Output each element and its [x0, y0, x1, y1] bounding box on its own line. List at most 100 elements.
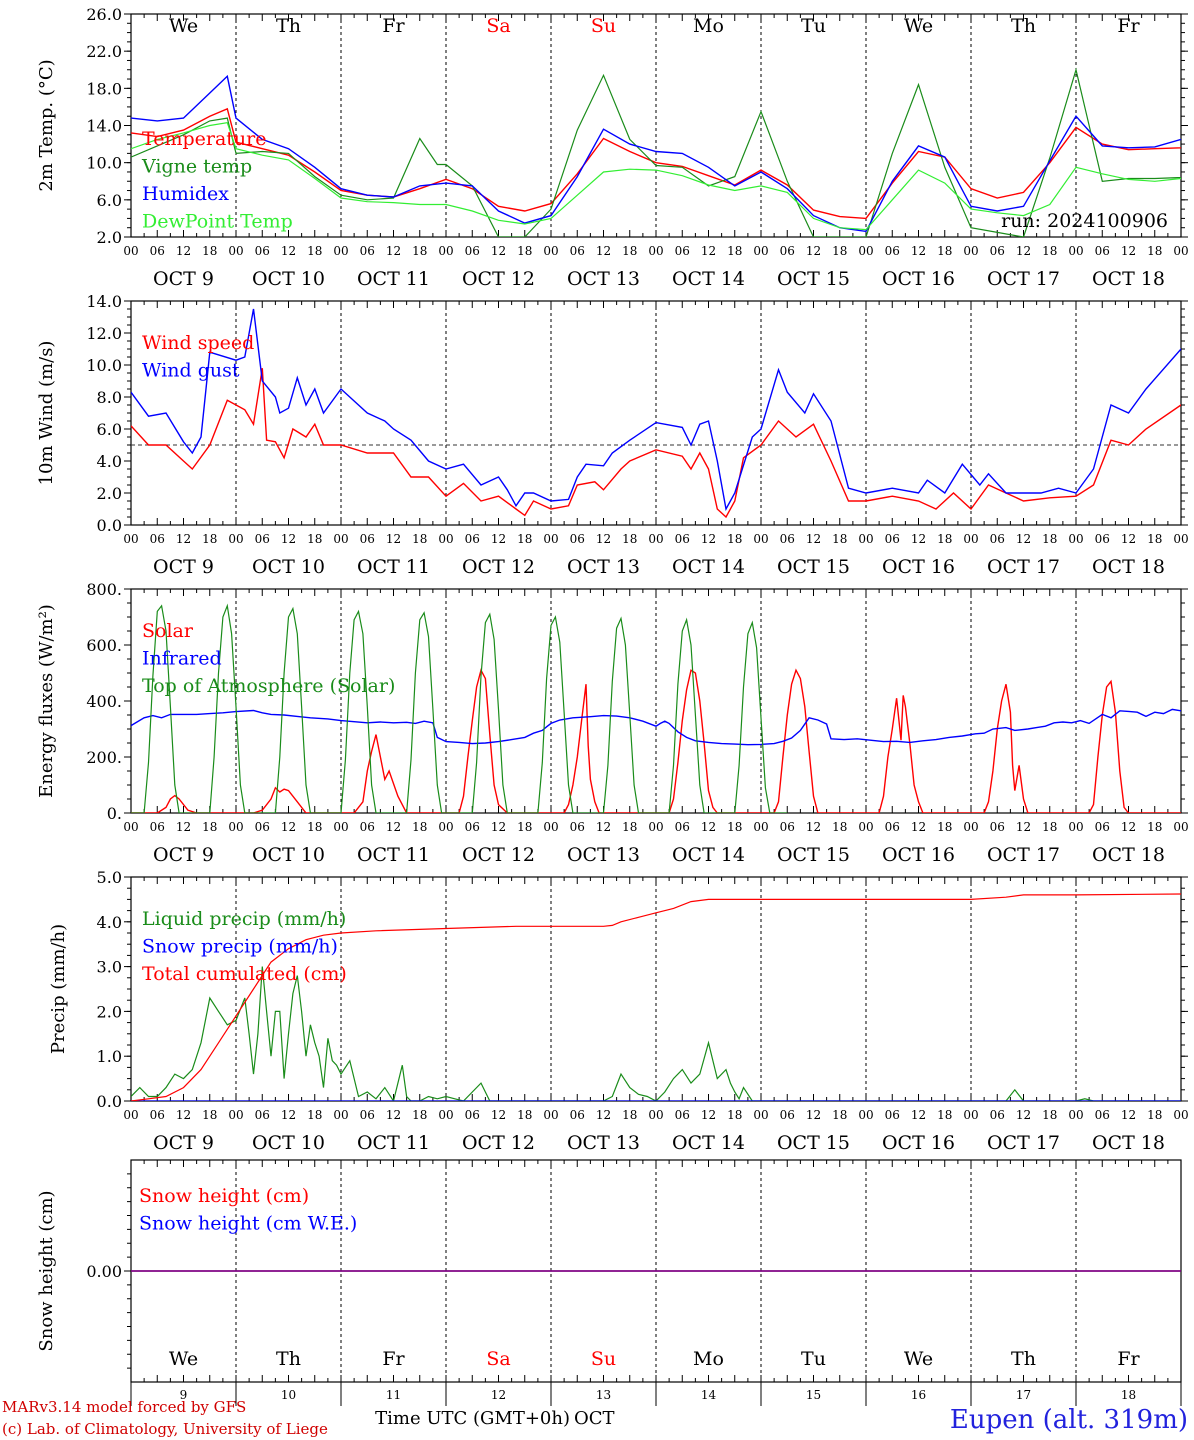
date-label: OCT 18 — [1092, 556, 1165, 578]
hour-tick-label: 00 — [963, 244, 978, 258]
hour-tick-label: 00 — [963, 532, 978, 546]
model-credit: MARv3.14 model forced by GFS — [2, 1398, 246, 1416]
hour-tick-label: 06 — [255, 820, 270, 834]
hour-tick-label: 00 — [333, 532, 348, 546]
hour-tick-label: 12 — [701, 820, 716, 834]
hour-tick-label: 06 — [570, 1108, 585, 1122]
precipitation-panel: 0.0 1.0 2.0 3.0 4.0 5.0 Precip (mm/h) Liquid pr… — [48, 868, 1189, 1154]
y-tick-label: 8.0 — [97, 388, 122, 407]
hour-tick-label: 06 — [465, 244, 480, 258]
hour-tick-label: 00 — [1068, 244, 1083, 258]
day-name-label: Fr — [1117, 15, 1140, 37]
y-tick-label: 4.0 — [97, 452, 122, 471]
wind-panel: 0.0 2.0 4.0 6.0 8.0 10.0 12.0 14.0 10m Wind (m/s… — [36, 292, 1189, 578]
hour-tick-label: 06 — [675, 532, 690, 546]
hour-tick-label: 12 — [386, 1108, 401, 1122]
hour-tick-label: 06 — [465, 820, 480, 834]
legend-entry: Infrared — [142, 648, 222, 670]
hour-tick-label: 00 — [858, 820, 873, 834]
hour-tick-label: 12 — [701, 532, 716, 546]
day-name-label: Th — [1011, 1348, 1036, 1370]
date-label: OCT 14 — [672, 1132, 745, 1154]
date-label: OCT 16 — [882, 844, 955, 866]
hour-tick-label: 12 — [806, 244, 821, 258]
hour-tick-label: 18 — [832, 532, 847, 546]
hour-tick-label: 00 — [1173, 820, 1188, 834]
y-tick-label: 0.0 — [97, 516, 122, 535]
hour-tick-label: 06 — [570, 820, 585, 834]
hour-tick-label: 18 — [1042, 532, 1057, 546]
hour-tick-label: 18 — [622, 532, 637, 546]
hour-tick-label: 00 — [123, 820, 138, 834]
hour-tick-label: 12 — [911, 1108, 926, 1122]
time-axis-label: Time UTC (GMT+0h) — [375, 1408, 570, 1429]
hour-tick-label: 06 — [780, 244, 795, 258]
date-label: OCT 13 — [567, 556, 640, 578]
hour-tick-label: 12 — [596, 532, 611, 546]
hour-tick-label: 18 — [1042, 1108, 1057, 1122]
date-label: OCT 13 — [567, 268, 640, 290]
date-label: OCT 10 — [252, 268, 325, 290]
hour-tick-label: 12 — [491, 1108, 506, 1122]
hour-tick-label: 00 — [1173, 1108, 1188, 1122]
lab-credit: (c) Lab. of Climatology, University of L… — [2, 1420, 328, 1438]
hour-tick-label: 00 — [753, 532, 768, 546]
y-axis-label: Snow height (cm) — [36, 1190, 57, 1351]
day-number-label: 13 — [596, 1388, 611, 1402]
day-number-label: 10 — [281, 1388, 296, 1402]
hour-tick-label: 06 — [780, 532, 795, 546]
hour-tick-label: 18 — [832, 1108, 847, 1122]
series-line-green — [131, 67, 1181, 237]
station-name: Eupen (alt. 319m) — [950, 1405, 1188, 1435]
hour-tick-label: 00 — [228, 532, 243, 546]
legend-entry: Humidex — [142, 183, 229, 205]
hour-tick-label: 12 — [386, 820, 401, 834]
legend-entry: Snow height (cm W.E.) — [139, 1213, 357, 1235]
hour-tick-label: 00 — [228, 244, 243, 258]
day-name-label: Th — [1011, 15, 1036, 37]
date-label: OCT 16 — [882, 556, 955, 578]
day-number-label: 16 — [911, 1388, 926, 1402]
hour-tick-label: 18 — [832, 820, 847, 834]
date-label: OCT 11 — [357, 844, 430, 866]
hour-tick-label: 06 — [990, 244, 1005, 258]
y-tick-label: 1.0 — [97, 1047, 122, 1066]
date-label: OCT 12 — [462, 556, 535, 578]
hour-tick-label: 12 — [386, 532, 401, 546]
time-axis-month: OCT — [574, 1408, 615, 1429]
legend-entry: Snow height (cm) — [139, 1185, 309, 1207]
y-tick-label: 14.0 — [86, 117, 122, 136]
hour-tick-label: 06 — [360, 1108, 375, 1122]
y-tick-label: 26.0 — [86, 5, 122, 24]
y-tick-label: 14.0 — [86, 292, 122, 311]
hour-tick-label: 12 — [806, 532, 821, 546]
hour-tick-label: 00 — [648, 532, 663, 546]
hour-tick-label: 06 — [150, 244, 165, 258]
legend-entry: Snow precip (mm/h) — [142, 936, 338, 958]
run-annotation: run: 2024100906 — [1001, 210, 1168, 232]
hour-tick-label: 00 — [123, 532, 138, 546]
hour-tick-label: 12 — [1121, 532, 1136, 546]
hour-tick-label: 06 — [1095, 820, 1110, 834]
hour-tick-label: 18 — [307, 244, 322, 258]
series-group — [131, 308, 1181, 519]
date-label: OCT 12 — [462, 1132, 535, 1154]
hour-tick-label: 18 — [517, 532, 532, 546]
hour-tick-label: 06 — [465, 532, 480, 546]
hour-tick-label: 18 — [307, 820, 322, 834]
series-line-red — [131, 107, 1181, 220]
hour-tick-label: 18 — [937, 532, 952, 546]
hour-tick-label: 18 — [412, 820, 427, 834]
legend-entry: Total cumulated (cm) — [142, 963, 347, 985]
hour-tick-label: 18 — [727, 820, 742, 834]
day-name-label: Mo — [693, 1348, 724, 1370]
y-tick-label: 0.0 — [97, 1092, 122, 1111]
plot-frame — [130, 13, 1182, 238]
date-label: OCT 9 — [153, 268, 214, 290]
day-name-label: We — [904, 15, 933, 37]
day-name-label: Fr — [382, 1348, 405, 1370]
hour-tick-label: 12 — [176, 1108, 191, 1122]
y-tick-label: 2.0 — [97, 228, 122, 247]
hour-tick-label: 12 — [701, 244, 716, 258]
hour-tick-label: 00 — [228, 820, 243, 834]
